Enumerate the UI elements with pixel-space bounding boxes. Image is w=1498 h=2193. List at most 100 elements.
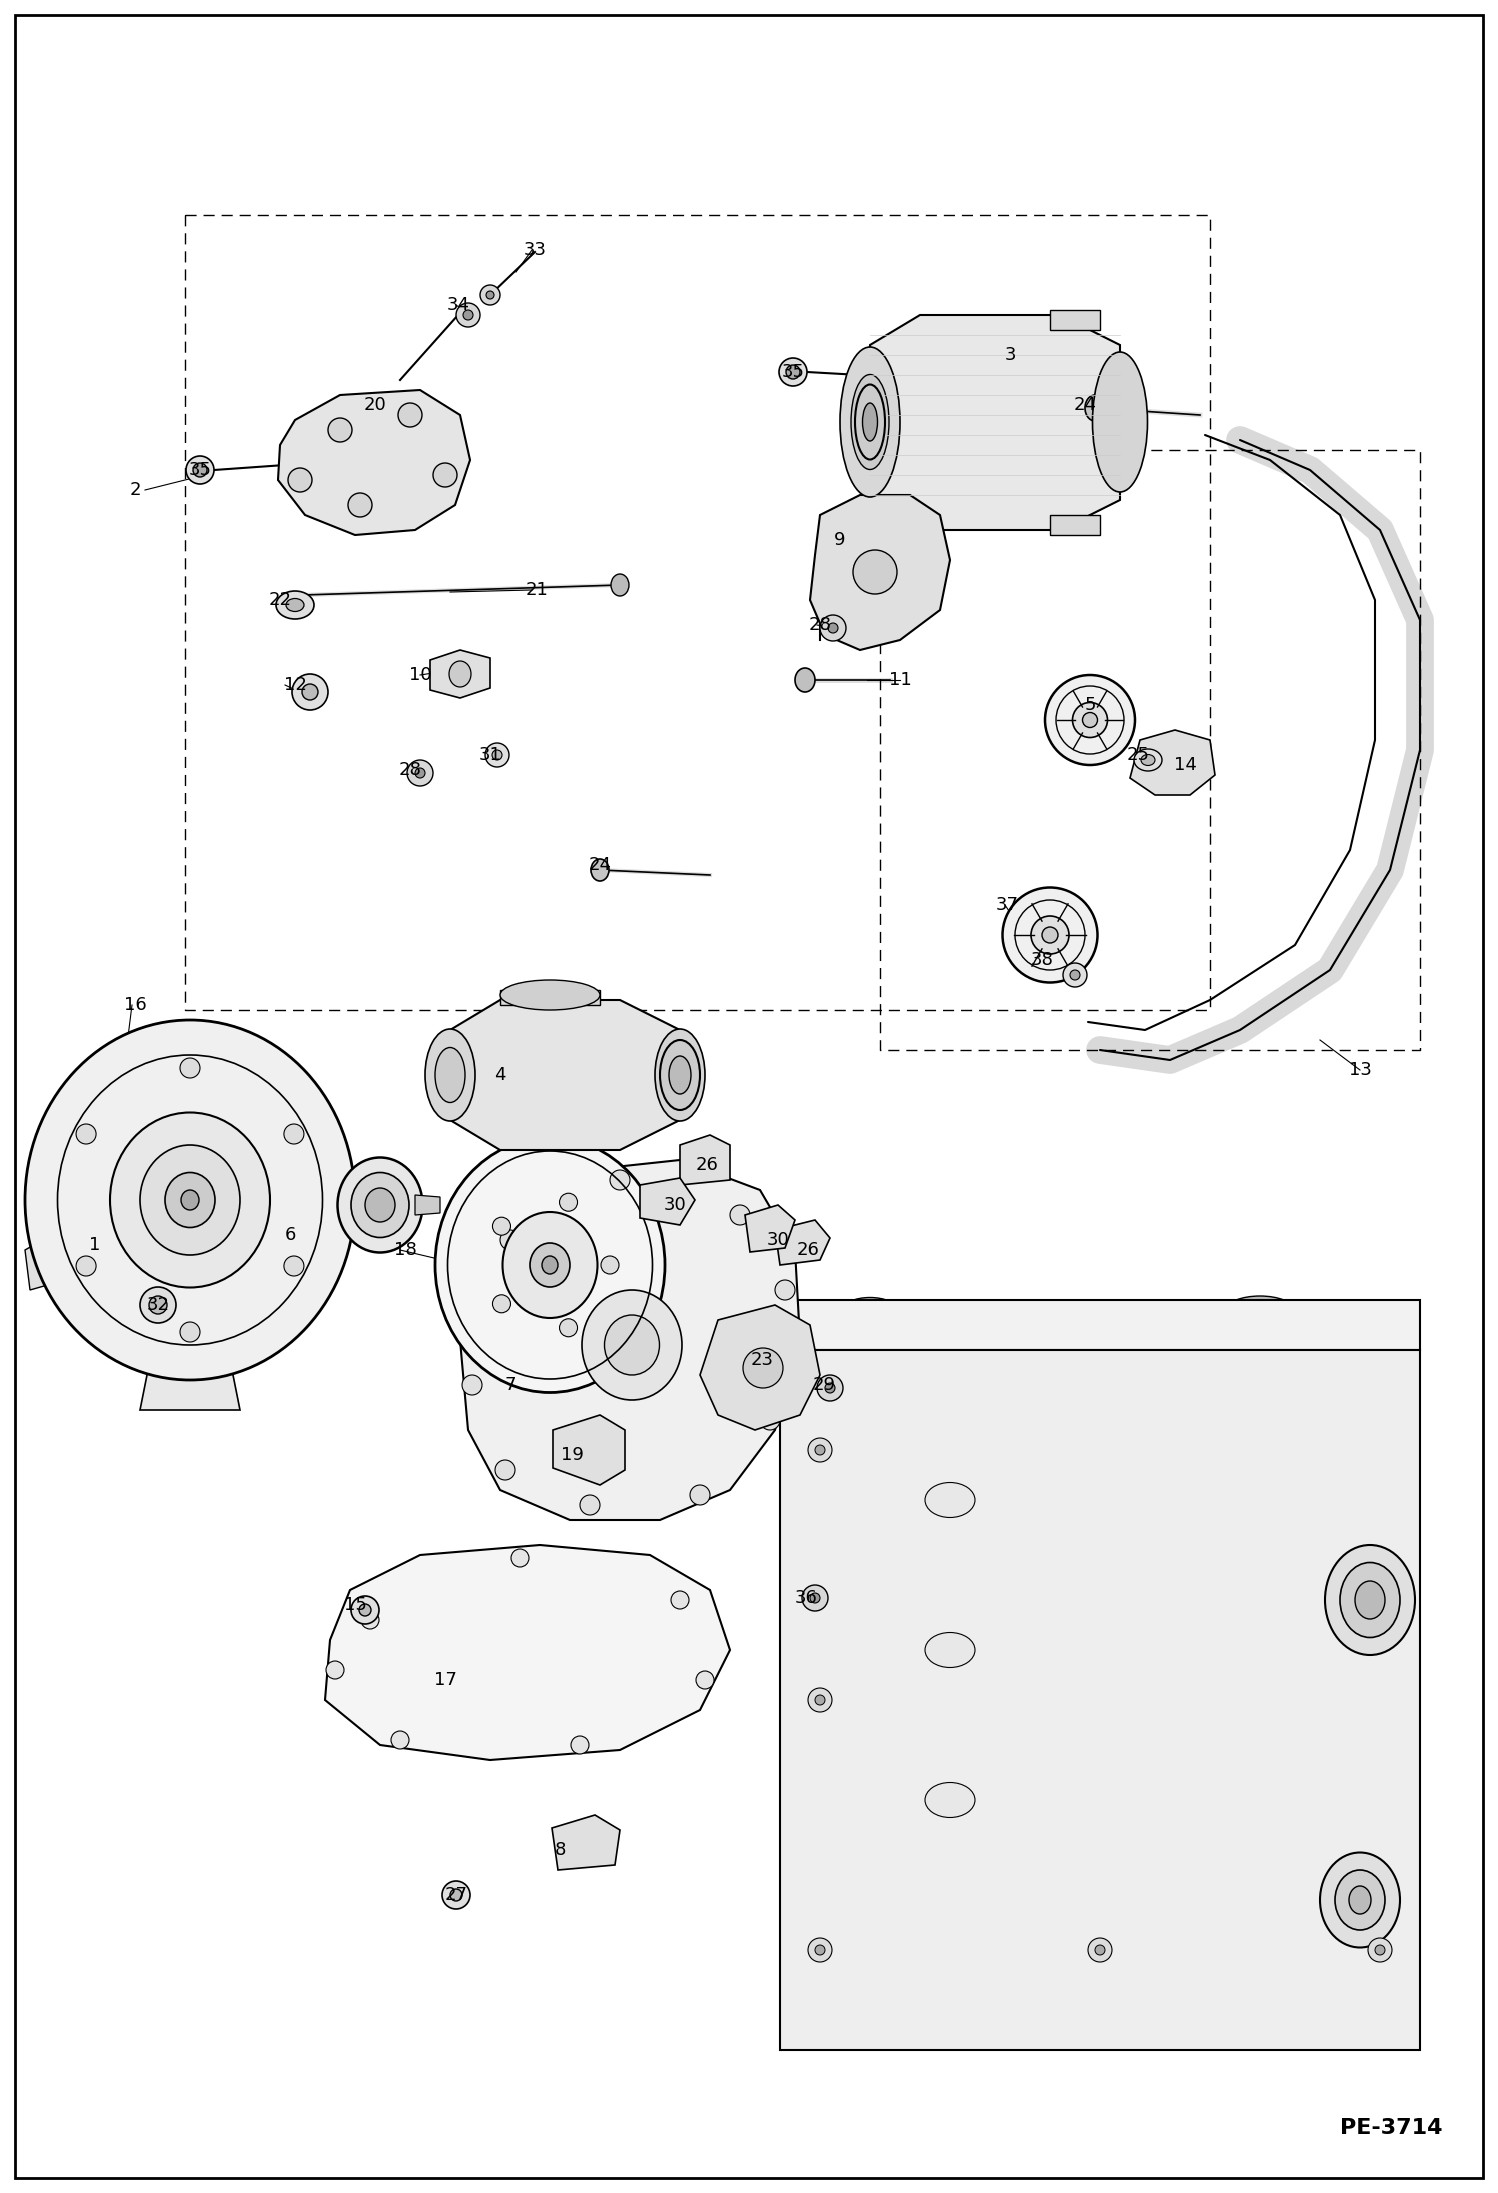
Circle shape — [759, 1410, 780, 1430]
Text: 11: 11 — [888, 671, 911, 689]
Circle shape — [819, 614, 846, 640]
Text: 25: 25 — [1126, 746, 1149, 763]
Text: 21: 21 — [526, 581, 548, 599]
Ellipse shape — [1225, 1296, 1294, 1325]
Circle shape — [391, 1730, 409, 1750]
Polygon shape — [279, 390, 470, 535]
Circle shape — [148, 1296, 166, 1314]
Ellipse shape — [500, 980, 601, 1011]
Circle shape — [730, 1204, 750, 1226]
Circle shape — [76, 1257, 96, 1276]
Circle shape — [463, 309, 473, 320]
Ellipse shape — [661, 1039, 700, 1110]
Polygon shape — [415, 1195, 440, 1215]
Text: PE-3714: PE-3714 — [1341, 2118, 1443, 2138]
Text: 1: 1 — [90, 1237, 100, 1254]
Circle shape — [500, 1230, 520, 1250]
Circle shape — [292, 673, 328, 711]
Ellipse shape — [1341, 1561, 1401, 1638]
Ellipse shape — [924, 1482, 975, 1518]
Circle shape — [810, 1592, 819, 1603]
Polygon shape — [810, 496, 950, 649]
Circle shape — [328, 419, 352, 443]
Ellipse shape — [605, 1316, 659, 1375]
Circle shape — [433, 463, 457, 487]
Text: 30: 30 — [767, 1230, 789, 1250]
Ellipse shape — [1320, 1853, 1401, 1947]
Text: 4: 4 — [494, 1066, 506, 1083]
Circle shape — [825, 1384, 834, 1393]
Polygon shape — [25, 1230, 64, 1289]
Text: 24: 24 — [1074, 397, 1097, 414]
Polygon shape — [1050, 515, 1100, 535]
Text: 26: 26 — [797, 1241, 819, 1259]
Circle shape — [1088, 1939, 1112, 1963]
Circle shape — [852, 550, 897, 594]
Text: 16: 16 — [124, 996, 147, 1013]
Ellipse shape — [337, 1158, 422, 1252]
Ellipse shape — [434, 1048, 464, 1103]
Text: 27: 27 — [445, 1886, 467, 1904]
Ellipse shape — [1222, 1298, 1297, 1333]
Text: 23: 23 — [750, 1351, 773, 1368]
Text: 24: 24 — [589, 855, 611, 875]
Circle shape — [485, 292, 494, 298]
Text: 28: 28 — [398, 761, 421, 779]
Circle shape — [828, 623, 837, 634]
Polygon shape — [780, 1351, 1420, 2050]
Ellipse shape — [1043, 928, 1058, 943]
Circle shape — [285, 1125, 304, 1145]
Ellipse shape — [181, 1191, 199, 1211]
Polygon shape — [1050, 309, 1100, 329]
Text: 35: 35 — [189, 461, 211, 478]
Circle shape — [351, 1597, 379, 1625]
Circle shape — [139, 1287, 175, 1322]
Circle shape — [180, 1322, 201, 1342]
Circle shape — [697, 1671, 715, 1689]
Ellipse shape — [1085, 395, 1106, 421]
Ellipse shape — [611, 575, 629, 596]
Text: 33: 33 — [523, 241, 547, 259]
Polygon shape — [870, 316, 1121, 531]
Circle shape — [807, 1439, 831, 1463]
Circle shape — [610, 1171, 631, 1191]
Circle shape — [493, 1294, 511, 1314]
Text: 7: 7 — [505, 1375, 515, 1395]
Text: 8: 8 — [554, 1840, 566, 1860]
Ellipse shape — [351, 1173, 409, 1237]
Circle shape — [560, 1193, 578, 1211]
Circle shape — [560, 1318, 578, 1338]
Text: 22: 22 — [268, 590, 292, 610]
Ellipse shape — [530, 1243, 571, 1287]
Ellipse shape — [286, 599, 304, 612]
Circle shape — [327, 1660, 345, 1680]
Text: 12: 12 — [283, 675, 307, 693]
Circle shape — [816, 1375, 843, 1401]
Circle shape — [193, 463, 207, 478]
Polygon shape — [774, 1219, 830, 1265]
Ellipse shape — [842, 1298, 897, 1322]
Polygon shape — [680, 1136, 730, 1184]
Polygon shape — [551, 1816, 620, 1871]
Ellipse shape — [863, 404, 878, 441]
Text: 13: 13 — [1348, 1061, 1372, 1079]
Text: 32: 32 — [147, 1296, 169, 1314]
Polygon shape — [553, 1414, 625, 1485]
Ellipse shape — [1134, 750, 1162, 772]
Polygon shape — [325, 1546, 730, 1761]
Circle shape — [180, 1057, 201, 1079]
Ellipse shape — [542, 1257, 557, 1274]
Ellipse shape — [366, 1189, 395, 1222]
Ellipse shape — [165, 1173, 216, 1228]
Ellipse shape — [851, 375, 888, 469]
Ellipse shape — [840, 1300, 900, 1329]
Ellipse shape — [1356, 1581, 1386, 1618]
Polygon shape — [700, 1305, 819, 1430]
Polygon shape — [139, 1360, 240, 1410]
Circle shape — [815, 1445, 825, 1454]
Ellipse shape — [25, 1020, 355, 1379]
Ellipse shape — [1141, 754, 1155, 765]
Circle shape — [303, 684, 318, 700]
Circle shape — [361, 1612, 379, 1629]
Circle shape — [494, 1461, 515, 1480]
